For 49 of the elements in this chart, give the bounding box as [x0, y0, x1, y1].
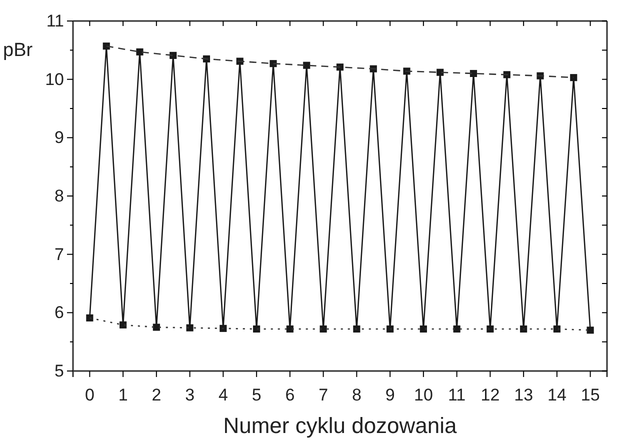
x-tick-label: 8	[352, 385, 362, 404]
x-tick-label: 13	[514, 385, 534, 404]
x-tick-label: 9	[385, 385, 395, 404]
x-tick-label: 4	[218, 385, 228, 404]
point	[286, 325, 294, 333]
point	[220, 324, 227, 332]
x-tick-label: 0	[84, 385, 94, 404]
point	[586, 326, 594, 334]
point	[320, 325, 327, 333]
point	[470, 70, 478, 78]
point	[253, 325, 260, 333]
x-tick-label: 7	[318, 385, 328, 404]
point	[86, 314, 94, 322]
point	[436, 68, 444, 76]
x-tick-label: 12	[480, 385, 500, 404]
y-tick-label: 9	[54, 128, 64, 148]
point	[336, 64, 344, 71]
y-tick-label: 8	[54, 186, 64, 206]
point	[453, 325, 460, 333]
point	[270, 60, 277, 68]
x-axis-title: Numer cyklu dozowania	[223, 413, 458, 438]
point	[152, 324, 160, 331]
x-tick-label: 3	[185, 385, 195, 404]
x-tick-label: 11	[448, 385, 466, 404]
point	[303, 62, 310, 69]
point	[570, 74, 578, 82]
point	[386, 325, 394, 333]
point	[486, 325, 494, 333]
x-tick-label: 10	[414, 385, 433, 404]
x-tick-label: 5	[252, 385, 262, 404]
y-tick-label: 7	[54, 244, 64, 264]
y-tick-label: 6	[54, 303, 64, 322]
y-tick-label: 10	[45, 70, 64, 89]
point	[353, 325, 360, 333]
point	[186, 324, 194, 332]
y-tick-label: 5	[54, 361, 64, 380]
x-tick-label: 1	[118, 385, 128, 404]
point	[520, 325, 528, 333]
point	[136, 48, 144, 56]
point	[120, 321, 127, 328]
x-tick-label: 14	[547, 385, 566, 404]
x-tick-label: 6	[285, 385, 295, 404]
point	[553, 325, 560, 333]
x-tick-label: 15	[580, 385, 600, 404]
y-axis-title: pBr	[3, 40, 34, 61]
x-tick-label: 2	[152, 385, 162, 404]
y-tick-label: 11	[46, 11, 64, 30]
point	[420, 325, 427, 333]
point	[170, 52, 177, 59]
